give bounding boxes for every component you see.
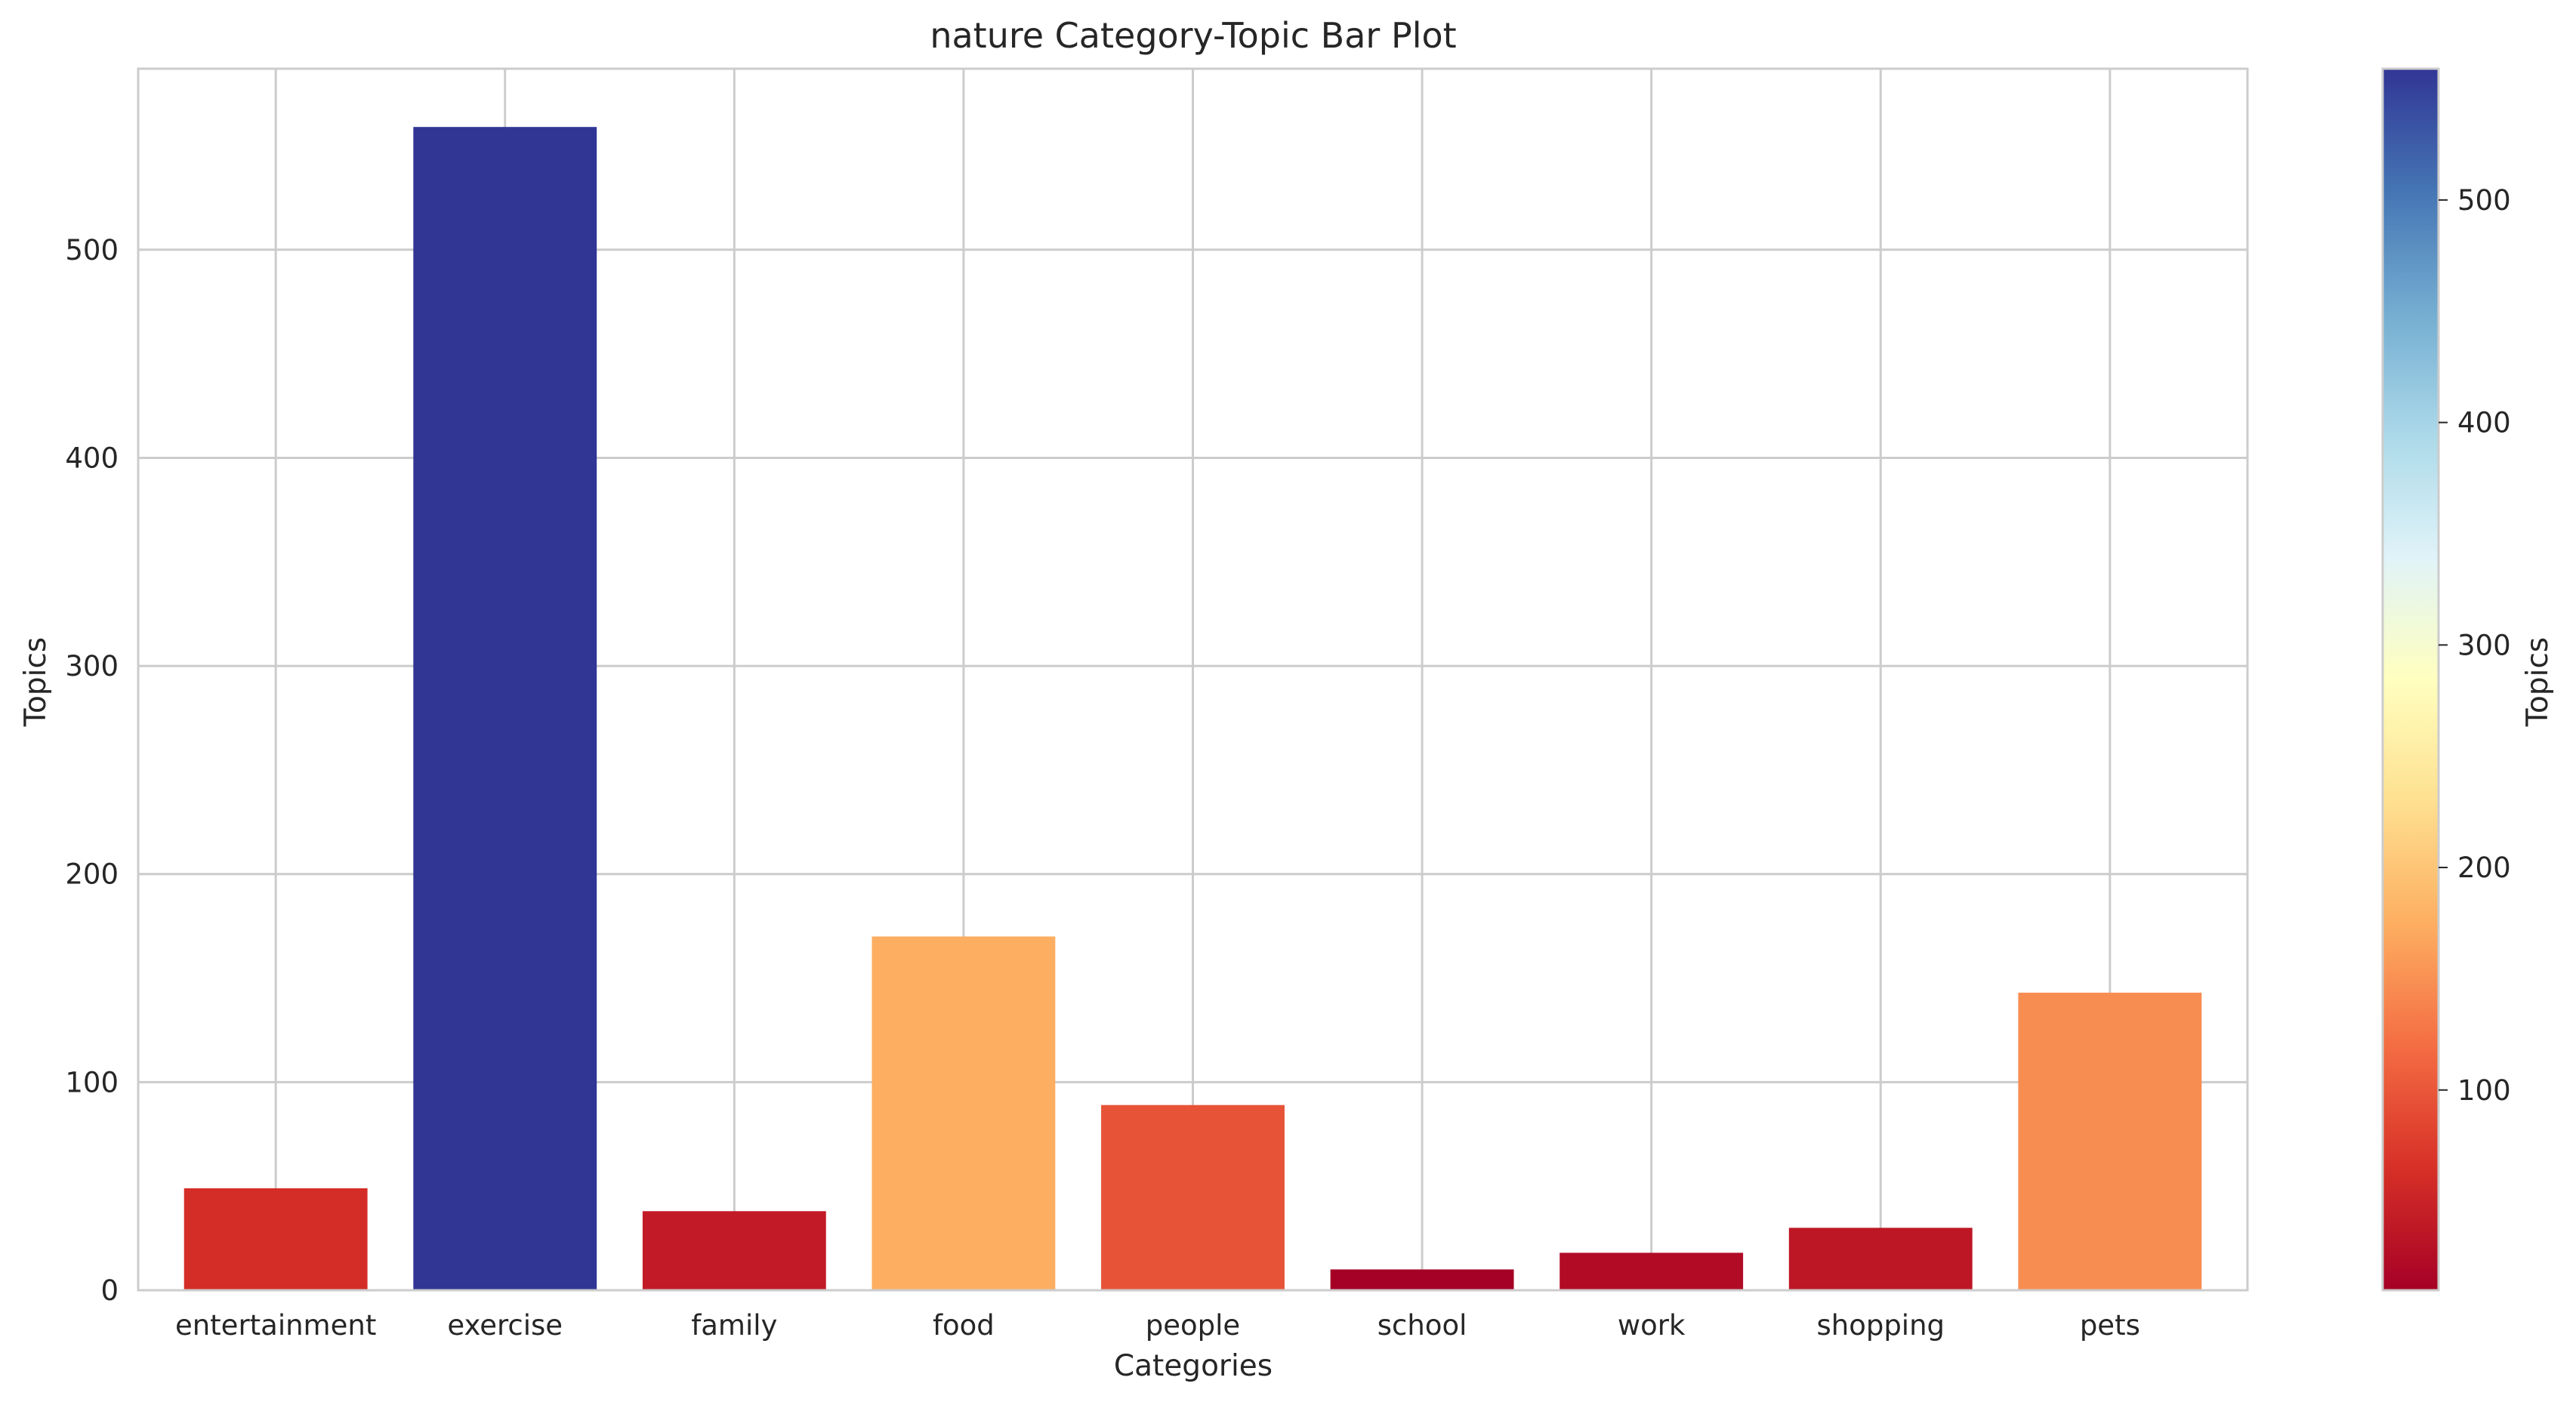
bars: [184, 127, 2202, 1291]
colorbar: [2381, 67, 2440, 1292]
y-tick-label: 100: [65, 1066, 119, 1098]
bar-family: [642, 1211, 826, 1290]
x-tick-label: exercise: [447, 1309, 563, 1342]
x-tick-label: shopping: [1816, 1309, 1945, 1342]
colorbar-tick-label: 200: [2457, 852, 2511, 884]
x-tick-label: people: [1146, 1309, 1240, 1342]
colorbar-ticks: 100 200 300 400 500: [2439, 184, 2511, 1107]
bar-work: [1559, 1252, 1744, 1290]
bar-entertainment: [184, 1188, 368, 1290]
colorbar-label: Topics: [2521, 637, 2555, 727]
y-tick-label: 500: [65, 234, 119, 267]
bar-people: [1101, 1105, 1285, 1290]
plot-frame: [137, 67, 2249, 1292]
x-tick-label: entertainment: [175, 1309, 376, 1342]
y-tick-label: 300: [65, 650, 119, 682]
x-tick-label: school: [1377, 1309, 1467, 1342]
colorbar-tick-label: 100: [2457, 1074, 2511, 1107]
x-tick-label: family: [691, 1309, 777, 1342]
colorbar-tick-label: 400: [2457, 407, 2511, 439]
bar-pets: [2018, 992, 2202, 1290]
colorbar-tick-label: 500: [2457, 184, 2511, 217]
y-tick-label: 0: [100, 1274, 119, 1307]
y-tick-label: 200: [65, 858, 119, 891]
x-tick-label: food: [933, 1309, 995, 1342]
colorbar-tick-label: 300: [2457, 629, 2511, 661]
y-axis-label: Topics: [19, 637, 53, 727]
bar-food: [872, 936, 1056, 1290]
bar-shopping: [1788, 1228, 1973, 1290]
x-tick-label: pets: [2080, 1309, 2140, 1342]
x-axis-ticks: entertainment exercise family food people sch…: [175, 1309, 2140, 1342]
y-axis-ticks: 0 100 200 300 400 500: [65, 234, 119, 1307]
x-axis-label: Categories: [1114, 1349, 1273, 1383]
bar-exercise: [413, 127, 597, 1291]
y-tick-label: 400: [65, 442, 119, 474]
x-tick-label: work: [1618, 1309, 1686, 1342]
bar-school: [1330, 1269, 1514, 1290]
chart-title: nature Category-Topic Bar Plot: [930, 15, 1456, 56]
